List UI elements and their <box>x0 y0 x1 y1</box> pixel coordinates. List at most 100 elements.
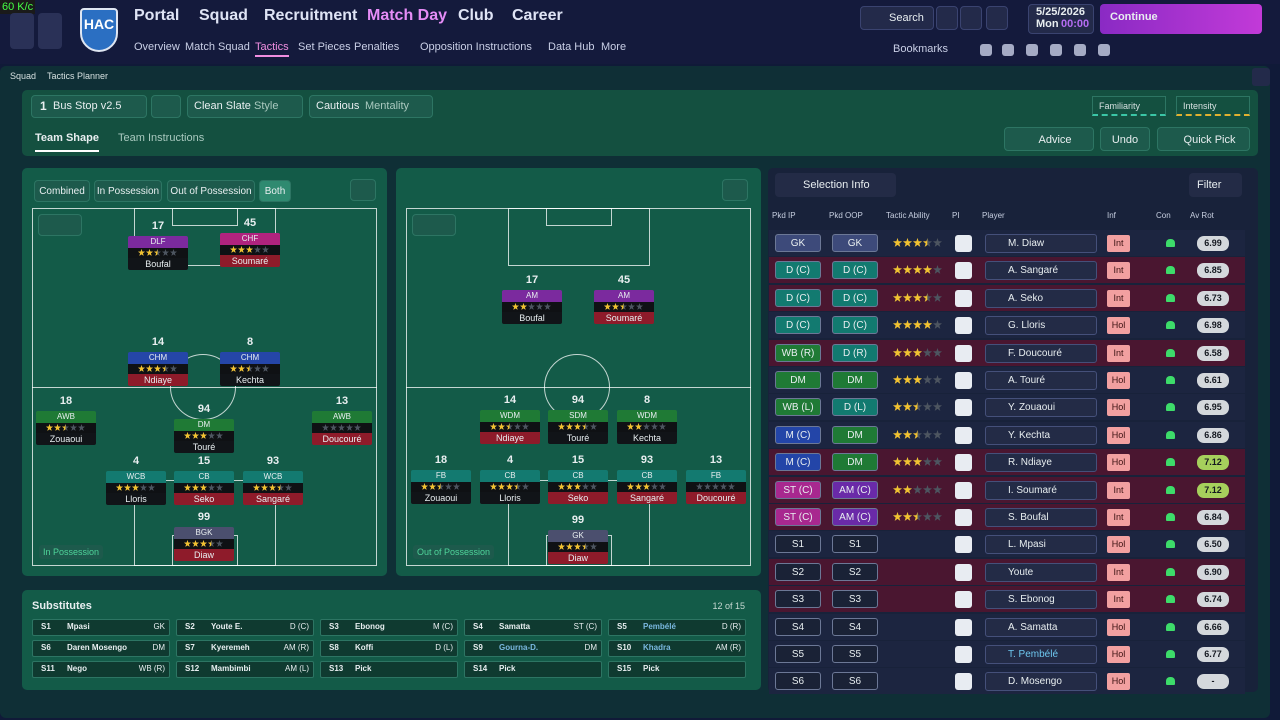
pi-button[interactable] <box>955 454 972 472</box>
pi-button[interactable] <box>955 372 972 389</box>
substitute-slot[interactable]: S9 Gourna-D. DM <box>464 640 602 657</box>
position-chip[interactable]: AM (C) <box>832 480 878 499</box>
column-header[interactable]: PI <box>952 211 960 220</box>
substitute-slot[interactable]: S7 Kyeremeh AM (R) <box>176 640 314 657</box>
nav-subtab[interactable]: Match Squad <box>185 41 250 53</box>
substitute-slot[interactable]: S2 Youte E. D (C) <box>176 619 314 636</box>
player-select[interactable]: L. Mpasi <box>985 535 1097 555</box>
pi-button[interactable] <box>955 344 972 362</box>
mentality-select[interactable] <box>309 95 433 118</box>
player-select[interactable]: M. Diaw <box>985 234 1097 253</box>
column-header[interactable]: Pkd IP <box>772 211 796 220</box>
position-chip[interactable]: DM <box>832 425 878 444</box>
add-button[interactable] <box>151 95 181 118</box>
position-chip[interactable]: D (C) <box>832 261 878 280</box>
position-chip[interactable]: D (C) <box>775 316 821 335</box>
position-chip[interactable]: S6 <box>832 672 878 691</box>
nav-subtab[interactable]: Opposition Instructions <box>420 41 532 53</box>
position-chip[interactable]: DM <box>832 453 878 472</box>
continue-button[interactable]: Continue <box>1100 4 1262 34</box>
substitute-slot[interactable]: S6 Daren Mosengo DM <box>32 640 170 657</box>
position-chip[interactable]: D (L) <box>832 398 878 417</box>
nav-tab[interactable]: Recruitment <box>264 7 358 24</box>
selection-info-button[interactable]: Selection Info <box>775 173 896 197</box>
nav-tab[interactable]: Club <box>458 7 494 24</box>
substitute-slot[interactable]: S13 Pick <box>320 661 458 678</box>
substitute-slot[interactable]: S12 Mambimbi AM (L) <box>176 661 314 678</box>
position-chip[interactable]: S4 <box>775 617 821 636</box>
position-chip[interactable]: ST (C) <box>775 480 821 499</box>
position-chip[interactable]: AM (C) <box>832 508 878 526</box>
forward-button[interactable] <box>38 13 62 49</box>
nav-subtab[interactable]: Data Hub <box>548 41 595 53</box>
expand-button[interactable] <box>350 179 376 201</box>
substitute-slot[interactable]: S10 Khadra AM (R) <box>608 640 746 657</box>
player-select[interactable]: A. Samatta <box>985 617 1097 637</box>
player-select[interactable]: I. Soumaré <box>985 480 1097 500</box>
pi-button[interactable] <box>955 509 972 526</box>
breadcrumb[interactable]: Squad <box>10 71 37 81</box>
pi-button[interactable] <box>955 563 972 581</box>
position-chip[interactable]: GK <box>775 234 821 252</box>
player-select[interactable]: Youte <box>985 562 1097 582</box>
nav-subtab[interactable]: Set Pieces <box>298 41 351 53</box>
pi-button[interactable] <box>955 646 972 663</box>
tactic-select[interactable] <box>31 95 147 118</box>
position-chip[interactable]: S5 <box>832 645 878 663</box>
player-select[interactable]: Y. Zouaoui <box>985 398 1097 418</box>
pi-button[interactable] <box>955 399 972 417</box>
player-card[interactable]: 13 AWB Doucouré <box>312 395 372 445</box>
nav-tab[interactable]: Portal <box>134 7 180 24</box>
player-select[interactable]: G. Lloris <box>985 316 1097 336</box>
player-card[interactable]: 94 SDM Touré <box>548 394 608 444</box>
tab[interactable]: Team Shape <box>35 132 99 152</box>
player-card[interactable]: 45 AM Soumaré <box>594 274 654 324</box>
player-card[interactable]: 45 CHF Soumaré <box>220 217 280 267</box>
pi-button[interactable] <box>955 317 972 335</box>
position-chip[interactable]: WB (L) <box>775 398 821 417</box>
nav-subtab[interactable]: More <box>601 41 627 53</box>
position-chip[interactable]: D (C) <box>775 288 821 307</box>
pi-button[interactable] <box>955 262 972 280</box>
visibility-button[interactable] <box>412 214 456 236</box>
style-select[interactable] <box>187 95 303 118</box>
player-card[interactable]: 17 AM Boufal <box>502 274 562 324</box>
action-button[interactable]: Undo <box>1100 127 1150 151</box>
position-chip[interactable]: ST (C) <box>775 508 821 526</box>
position-chip[interactable]: S1 <box>775 535 821 554</box>
player-select[interactable]: A. Touré <box>985 371 1097 390</box>
player-select[interactable]: D. Mosengo <box>985 672 1097 692</box>
player-select[interactable]: S. Boufal <box>985 508 1097 527</box>
substitute-slot[interactable]: S11 Nego WB (R) <box>32 661 170 678</box>
column-header[interactable]: Tactic Ability <box>886 211 930 220</box>
bookmarks[interactable]: Bookmarks <box>893 43 949 55</box>
position-chip[interactable]: D (C) <box>832 316 878 335</box>
position-chip[interactable]: DM <box>775 371 821 389</box>
filter-button[interactable]: Out of Possession <box>167 180 255 202</box>
nav-subtab[interactable]: Tactics <box>255 41 289 57</box>
player-card[interactable]: 8 WDM Kechta <box>617 394 677 444</box>
nav-tab[interactable]: Career <box>512 7 563 24</box>
position-chip[interactable]: S6 <box>775 672 821 691</box>
column-header[interactable]: Pkd OOP <box>829 211 863 220</box>
pi-button[interactable] <box>955 426 972 444</box>
pi-button[interactable] <box>955 673 972 691</box>
position-chip[interactable]: GK <box>832 234 878 252</box>
position-chip[interactable]: S4 <box>832 617 878 636</box>
position-chip[interactable]: M (C) <box>775 453 821 472</box>
player-card[interactable]: 14 WDM Ndiaye <box>480 394 540 444</box>
substitute-slot[interactable]: S1 Mpasi GK <box>32 619 170 636</box>
column-header[interactable]: Inf <box>1107 211 1116 220</box>
filter-button[interactable]: Both <box>259 180 291 202</box>
substitute-slot[interactable]: S4 Samatta ST (C) <box>464 619 602 636</box>
pi-button[interactable] <box>955 591 972 609</box>
player-select[interactable]: S. Ebonog <box>985 590 1097 610</box>
player-card[interactable]: 99 BGK Diaw <box>174 511 234 561</box>
column-header[interactable]: Con <box>1156 211 1171 220</box>
player-card[interactable]: 18 AWB Zouaoui <box>36 395 96 445</box>
position-chip[interactable]: S3 <box>832 590 878 609</box>
player-select[interactable]: A. Sangaré <box>985 261 1097 281</box>
position-chip[interactable]: S1 <box>832 535 878 554</box>
position-chip[interactable]: S2 <box>832 562 878 581</box>
pi-button[interactable] <box>955 618 972 636</box>
